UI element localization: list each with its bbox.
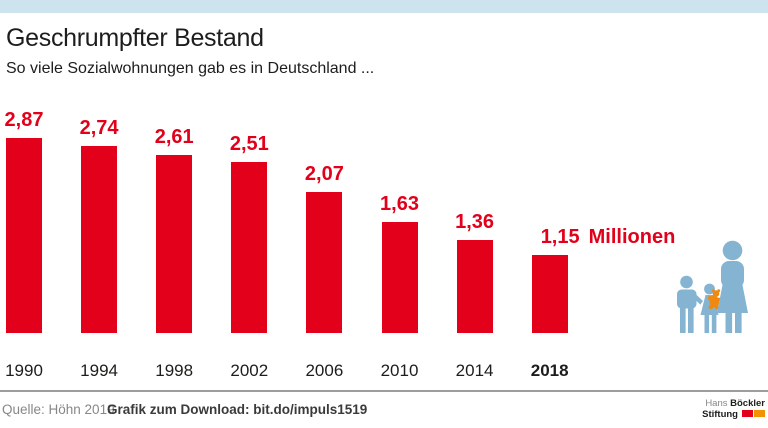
bar-1990 [6, 137, 42, 333]
logo-orange-block [754, 409, 765, 417]
bar-value-label-2002: 2,51 [230, 133, 269, 155]
x-axis-label-2010: 2010 [380, 361, 419, 380]
bar-value: 1,15 [540, 225, 580, 248]
boy-figure [680, 275, 693, 289]
page-subtitle: So viele Sozialwohnungen gab es in Deuts… [6, 60, 375, 77]
bar-value-label-2006: 2,07 [305, 163, 344, 185]
bar-value: 2,51 [229, 133, 269, 156]
bar-value-label-1994: 2,74 [80, 117, 119, 139]
bar-value: 1,63 [380, 192, 419, 215]
x-axis-label-1994: 1994 [80, 361, 119, 380]
unit-label: Millionen [588, 225, 676, 248]
bar-value: 2,87 [4, 108, 44, 131]
logo-text-boeckler: Böckler [730, 398, 765, 409]
logo-text-hans: Hans [705, 398, 728, 409]
bar-value: 1,36 [455, 211, 495, 234]
x-axis-label-2006: 2006 [305, 361, 344, 380]
bar-value-label-1990: 2,87 [5, 109, 44, 131]
top-accent-bar [0, 0, 768, 13]
woman-figure [722, 240, 743, 261]
bar-value-label-1998: 2,61 [155, 126, 194, 148]
bar-value-label-2018: 1,15 Millionen [541, 226, 676, 248]
teddy-bear-icon [707, 289, 721, 310]
x-axis-label-1998: 1998 [155, 361, 194, 380]
logo-line1: Hans Böckler [702, 398, 765, 410]
bar-value-label-2010: 1,63 [380, 193, 419, 215]
hans-boeckler-logo: Hans Böckler Stiftung [702, 398, 765, 421]
bar-2014 [456, 240, 493, 333]
bar-2018 [531, 254, 568, 333]
bar-1998 [156, 155, 193, 333]
x-axis-label-2002: 2002 [230, 361, 269, 380]
download-info: Grafik zum Download: bit.do/impuls1519 [107, 402, 368, 417]
x-axis-label-1990: 1990 [5, 361, 43, 380]
bar-1994 [81, 146, 118, 333]
logo-line2: Stiftung [702, 408, 765, 421]
logo-red-block [742, 409, 753, 417]
bar-2002 [231, 162, 268, 333]
bar-value-label-2014: 1,36 [455, 211, 494, 233]
source-text: Quelle: Höhn 2019 [2, 402, 115, 417]
bar-2010 [381, 221, 418, 333]
footer-divider [0, 390, 768, 392]
family-icon [677, 240, 748, 333]
x-axis-label-2014: 2014 [455, 361, 494, 380]
bar-2006 [306, 192, 343, 333]
bar-value: 2,07 [304, 163, 344, 186]
x-axis-label-2018: 2018 [530, 361, 569, 380]
bar-value: 2,74 [79, 117, 119, 140]
logo-text-stiftung: Stiftung [702, 408, 738, 420]
bar-value: 2,61 [154, 126, 194, 149]
page-title: Geschrumpfter Bestand [6, 24, 264, 52]
